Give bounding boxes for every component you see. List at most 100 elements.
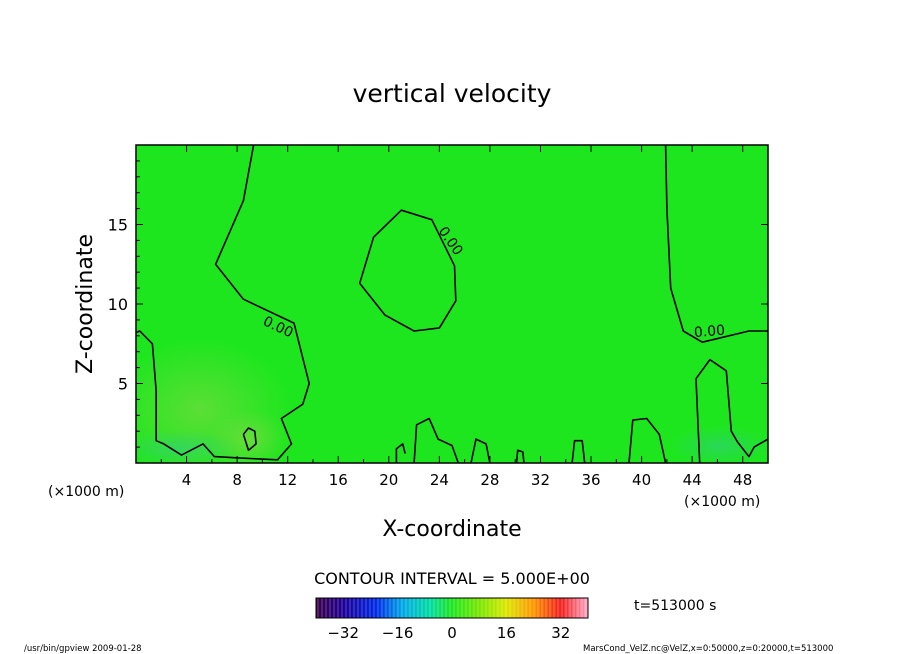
colorbar-cell	[324, 598, 329, 618]
colorbar-cell	[376, 598, 381, 618]
colorbar-cell	[552, 598, 557, 618]
x-tick-label: 24	[430, 471, 449, 489]
colorbar-cell	[456, 598, 461, 618]
colorbar-cell	[372, 598, 377, 618]
colorbar-cell	[388, 598, 393, 618]
x-axis: 4 8 12 16 20 24 28 32 36 40 44 48	[160, 145, 752, 489]
colorbar-cell	[500, 598, 505, 618]
colorbar-cell	[580, 598, 585, 618]
colorbar-tick-label: −32	[327, 624, 359, 642]
colorbar-cell	[416, 598, 421, 618]
colorbar-cell	[328, 598, 333, 618]
colorbar-cell	[332, 598, 337, 618]
colorbar-cell	[512, 598, 517, 618]
colorbar-cell	[448, 598, 453, 618]
contour-label: 0.00	[693, 322, 725, 341]
right-bump	[695, 358, 768, 463]
plot-area: 0.000.000.00	[136, 145, 768, 463]
colorbar-cell	[440, 598, 445, 618]
colorbar-cell	[548, 598, 553, 618]
colorbar-cell	[480, 598, 485, 618]
colorbar-cell	[352, 598, 357, 618]
colorbar-cell	[532, 598, 537, 618]
colorbar-cell	[320, 598, 325, 618]
colorbar-frame	[315, 597, 589, 619]
colorbar-cell	[464, 598, 469, 618]
colorbar-cell	[508, 598, 513, 618]
field-shading-bottom-left	[136, 430, 240, 463]
colorbar-tick-label: 0	[447, 624, 457, 642]
colorbar-cell	[336, 598, 341, 618]
colorbar-cell	[568, 598, 573, 618]
colorbar-cell	[524, 598, 529, 618]
colorbar-cell	[360, 598, 365, 618]
time-label: t=513000 s	[634, 598, 716, 614]
colorbar-cell	[444, 598, 449, 618]
colorbar	[316, 598, 589, 618]
colorbar-cell	[528, 598, 533, 618]
colorbar-cell	[348, 598, 353, 618]
colorbar-cell	[540, 598, 545, 618]
x-tick-label: 44	[683, 471, 702, 489]
colorbar-cell	[384, 598, 389, 618]
x-unit-left: (×1000 m)	[48, 484, 124, 500]
colorbar-cell	[380, 598, 385, 618]
footer-right: MarsCond_VelZ.nc@VelZ,x=0:50000,z=0:2000…	[583, 644, 833, 654]
y-tick-label: 10	[108, 295, 128, 314]
colorbar-cell	[476, 598, 481, 618]
colorbar-cell	[584, 598, 589, 618]
colorbar-cell	[520, 598, 525, 618]
colorbar-cell	[472, 598, 477, 618]
bottom-bump-6	[395, 443, 406, 463]
bottom-bump-1	[413, 417, 460, 463]
x-tick-label: 20	[379, 471, 398, 489]
colorbar-cell	[560, 598, 565, 618]
colorbar-cell	[368, 598, 373, 618]
y-axis: 5 10 15	[108, 160, 768, 448]
colorbar-cell	[356, 598, 361, 618]
y-axis-label: Z-coordinate	[73, 234, 98, 374]
x-tick-label: 28	[480, 471, 499, 489]
right-contour	[664, 145, 768, 343]
small-center-contour	[242, 427, 257, 452]
colorbar-cell	[460, 598, 465, 618]
x-unit-right: (×1000 m)	[684, 494, 760, 510]
colorbar-cell	[536, 598, 541, 618]
colorbar-cell	[420, 598, 425, 618]
colorbar-cell	[516, 598, 521, 618]
y-tick-label: 5	[118, 375, 128, 394]
colorbar-tick-label: 32	[551, 624, 570, 642]
colorbar-cell	[496, 598, 501, 618]
chart-title: vertical velocity	[353, 79, 552, 108]
x-tick-label: 12	[278, 471, 297, 489]
colorbar-cell	[544, 598, 549, 618]
colorbar-cell	[344, 598, 349, 618]
colorbar-cell	[504, 598, 509, 618]
colorbar-cell	[488, 598, 493, 618]
bottom-bump-3	[628, 417, 667, 463]
colorbar-cell	[340, 598, 345, 618]
colorbar-cell	[424, 598, 429, 618]
colorbar-cell	[436, 598, 441, 618]
colorbar-cell	[404, 598, 409, 618]
x-tick-label: 4	[182, 471, 192, 489]
colorbar-cell	[572, 598, 577, 618]
colorbar-cell	[392, 598, 397, 618]
bottom-bump-5	[571, 439, 586, 463]
field-shading-bottom-right	[670, 426, 768, 463]
colorbar-cell	[492, 598, 497, 618]
colorbar-cell	[468, 598, 473, 618]
x-tick-label: 48	[733, 471, 752, 489]
colorbar-cell	[452, 598, 457, 618]
x-tick-label: 40	[632, 471, 651, 489]
colorbar-tick-label: 16	[497, 624, 516, 642]
colorbar-ticks: −32 −16 0 16 32	[327, 624, 570, 642]
x-axis-label: X-coordinate	[382, 517, 521, 542]
footer-left: /usr/bin/gpview 2009-01-28	[24, 644, 142, 654]
colorbar-cell	[408, 598, 413, 618]
bottom-bump-4	[515, 449, 525, 463]
bottom-bump-2	[470, 438, 491, 463]
colorbar-cell	[428, 598, 433, 618]
colorbar-cell	[556, 598, 561, 618]
